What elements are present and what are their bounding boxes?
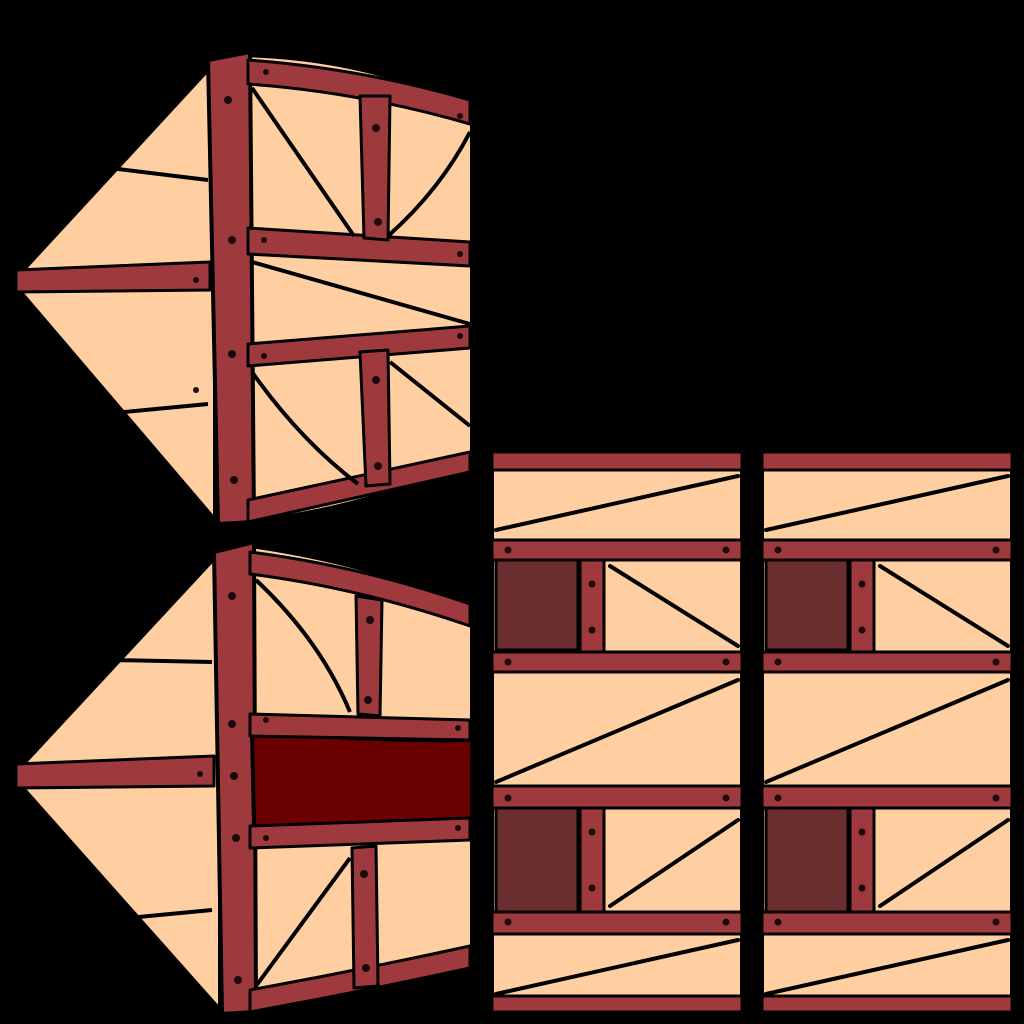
strip-nail [504,658,512,666]
strip-nail [774,918,782,926]
strip-nail [504,918,512,926]
brace-4 [250,370,360,486]
strip-nail [722,794,730,802]
strip-nail [858,884,866,892]
strip-beam-3 [760,650,1014,674]
strip-nail [858,626,866,634]
strip-nail [992,794,1000,802]
top-beam [248,550,472,628]
gable-line-lower [123,402,209,414]
strip-post-1 [578,558,606,654]
strip-brace-2 [878,564,1010,648]
strip-beam-2 [490,538,744,562]
dark-window-1 [494,558,580,652]
strip-nail [504,794,512,802]
brace-2 [386,131,472,238]
strip-beam-6 [490,994,744,1014]
short-post-upper [358,94,392,242]
strip-brace-4 [878,818,1010,908]
strip-nail [722,658,730,666]
gable-line-upper [111,658,213,664]
strip-beam-3 [490,650,744,674]
strip-nail [588,626,596,634]
strip-beam-5 [760,910,1014,936]
dark-window-2 [494,806,580,914]
brace-3 [251,260,471,326]
nails [197,592,461,984]
window-beam-top [248,712,472,742]
strip-nail [722,918,730,926]
nails [193,69,463,484]
strip-beam-2 [760,538,1014,562]
strip-beam-1 [490,450,744,472]
strip-brace-5 [764,938,1010,996]
strip-brace-1 [764,474,1010,532]
window-beam-bottom [248,816,472,850]
strip-nail [504,546,512,554]
bottom-beam [246,450,472,524]
strip-beam-1 [760,450,1014,472]
strip-nail [774,546,782,554]
wall-strip-left-sprite [490,450,744,1014]
strip-nail [858,828,866,836]
brace-2 [254,856,352,988]
strip-brace-4 [608,818,740,908]
strip-brace-5 [494,938,740,996]
mid-beam-1 [246,226,472,268]
brace-1 [254,578,352,713]
strip-brace-1 [494,474,740,532]
strip-nail [774,794,782,802]
strip-nail [992,546,1000,554]
strip-post-1 [848,558,876,654]
corner-post [206,50,256,526]
dark-window-1 [764,558,850,652]
strip-nail [588,828,596,836]
strip-nail [588,884,596,892]
wall-strips [490,450,1014,1014]
short-post-upper [354,594,384,718]
top-beam [246,58,472,126]
strip-post-2 [848,806,876,914]
short-post-lower [350,844,380,990]
strip-nail [588,580,596,588]
strip-beam-6 [760,994,1014,1014]
strip-beam-4 [490,784,744,810]
mid-beam-2 [246,324,472,368]
gable-beam-center [14,754,216,790]
strip-beam-5 [490,910,744,936]
gable-line-lower [127,908,213,920]
strip-nail [992,658,1000,666]
strip-brace-3 [494,678,740,784]
window-red [250,728,474,830]
brace-1 [250,86,356,238]
strip-brace-3 [764,678,1010,784]
dark-window-2 [764,806,850,914]
strip-brace-2 [608,564,740,648]
strip-post-2 [578,806,606,914]
strip-nail [774,658,782,666]
wall-strip-right-sprite [760,450,1014,1014]
gable-wall-lower-sprite [10,540,474,1016]
strip-nail [858,580,866,588]
short-post-lower [358,348,392,488]
strip-beam-4 [760,784,1014,810]
strip-nail [722,546,730,554]
gable-wall-upper-sprite [10,50,474,526]
strip-nail [992,918,1000,926]
gable-beam-center [14,260,212,294]
gable-line-upper [109,166,209,182]
brace-5 [388,360,472,428]
